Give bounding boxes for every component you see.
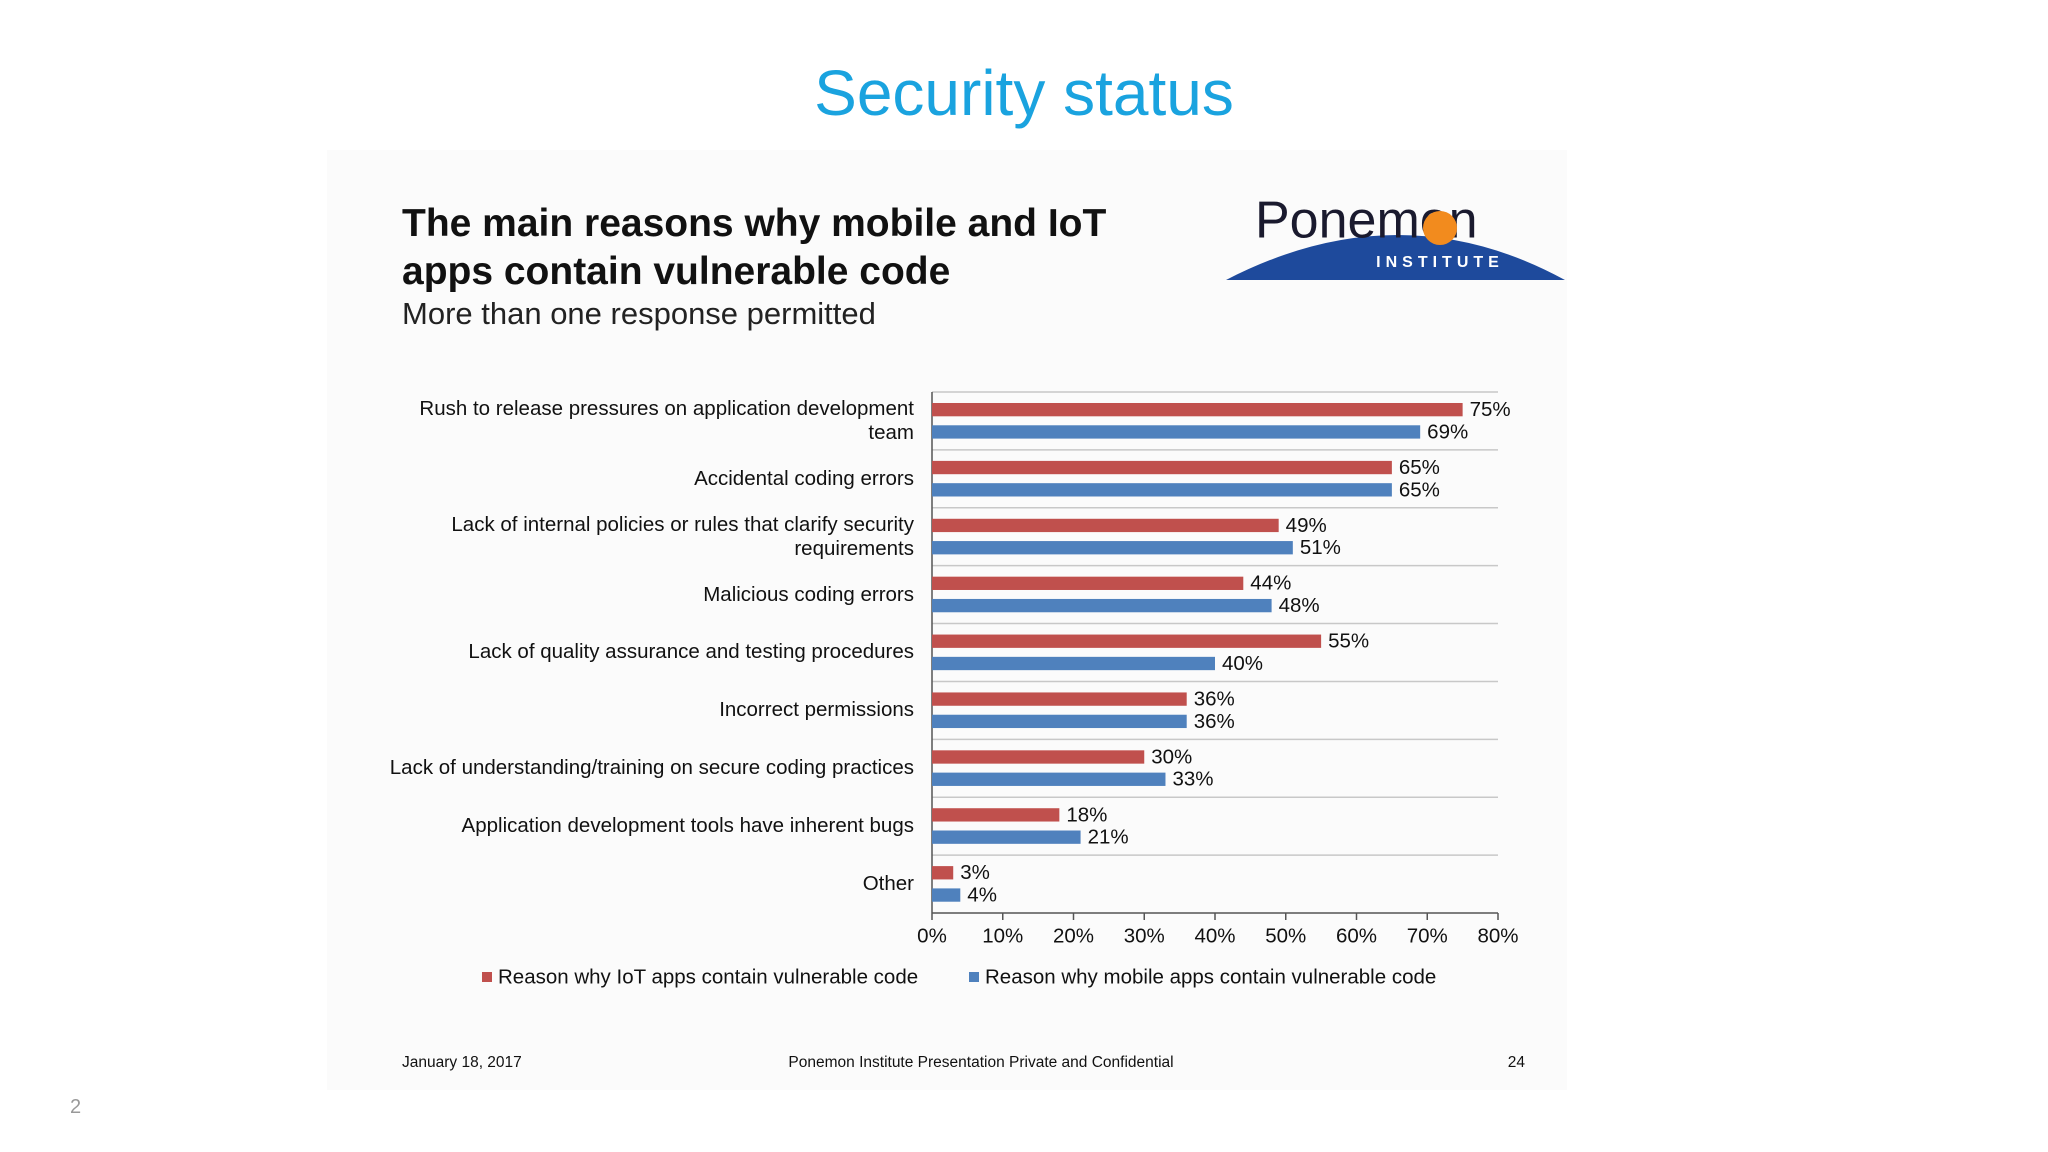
value-label: 36%	[1194, 688, 1235, 711]
slide-title: Security status	[814, 57, 1234, 129]
category-label: Lack of quality assurance and testing pr…	[468, 640, 914, 664]
category-label: Malicious coding errors	[703, 582, 914, 606]
bar	[932, 598, 1272, 613]
bar	[932, 866, 954, 880]
bar	[932, 518, 1279, 533]
value-label: 44%	[1250, 572, 1291, 595]
value-label: 40%	[1222, 652, 1263, 675]
x-tick-label: 0%	[917, 924, 947, 947]
category-label: Rush to release pressures on application…	[419, 396, 914, 444]
bar	[932, 714, 1187, 729]
bar	[932, 656, 1215, 671]
chart-subtitle: More than one response permitted	[402, 296, 876, 331]
x-tick-label: 30%	[1124, 924, 1165, 947]
legend-label: Reason why IoT apps contain vulnerable c…	[498, 965, 918, 988]
value-label: 75%	[1470, 398, 1511, 421]
bar	[932, 888, 961, 902]
footer-page: 24	[1508, 1054, 1526, 1071]
value-label: 51%	[1300, 536, 1341, 559]
value-label: 36%	[1194, 710, 1235, 733]
bar	[932, 692, 1187, 706]
category-label: Other	[862, 872, 914, 896]
value-label: 69%	[1427, 420, 1468, 443]
category-label: Incorrect permissions	[719, 698, 914, 722]
value-label: 65%	[1399, 456, 1440, 479]
x-tick-label: 10%	[982, 924, 1023, 947]
bar	[932, 425, 1421, 439]
x-tick-label: 40%	[1194, 924, 1235, 947]
footer-date: January 18, 2017	[402, 1054, 522, 1071]
value-label: 48%	[1279, 594, 1320, 617]
value-label: 65%	[1399, 478, 1440, 501]
legend-swatch	[482, 972, 492, 982]
x-tick-label: 70%	[1407, 924, 1448, 947]
bar	[932, 634, 1322, 648]
logo-subtitle: INSTITUTE	[1376, 254, 1504, 271]
bar	[932, 750, 1145, 764]
page-number: 2	[70, 1096, 82, 1118]
footer-center: Ponemon Institute Presentation Private a…	[788, 1054, 1173, 1071]
value-label: 18%	[1066, 803, 1107, 826]
value-label: 21%	[1088, 826, 1129, 849]
value-label: 55%	[1328, 630, 1369, 653]
category-label: Accidental coding errors	[694, 466, 914, 490]
bar	[932, 460, 1392, 475]
legend-label: Reason why mobile apps contain vulnerabl…	[985, 965, 1436, 988]
x-tick-label: 80%	[1477, 924, 1518, 947]
bar	[932, 808, 1060, 822]
category-label: Lack of understanding/training on secure…	[389, 756, 914, 780]
value-label: 30%	[1151, 745, 1192, 768]
chart-image-background	[327, 150, 1567, 1090]
bar	[932, 483, 1392, 497]
x-tick-label: 20%	[1053, 924, 1094, 947]
bar	[932, 541, 1293, 555]
value-label: 3%	[960, 861, 990, 884]
value-label: 33%	[1172, 768, 1213, 791]
legend-swatch	[969, 972, 979, 982]
category-label: Lack of internal policies or rules that …	[451, 512, 914, 560]
chart-title: The main reasons why mobile and IoT apps…	[402, 202, 1107, 293]
category-label: Application development tools have inher…	[461, 814, 914, 838]
value-label: 49%	[1286, 514, 1327, 537]
bar	[932, 576, 1244, 590]
bar	[932, 772, 1166, 786]
bar	[932, 402, 1463, 417]
x-tick-label: 60%	[1336, 924, 1377, 947]
logo-sun	[1423, 211, 1457, 245]
bar	[932, 830, 1081, 844]
x-tick-label: 50%	[1265, 924, 1306, 947]
value-label: 4%	[967, 883, 997, 906]
logo-swoosh	[1226, 235, 1565, 280]
